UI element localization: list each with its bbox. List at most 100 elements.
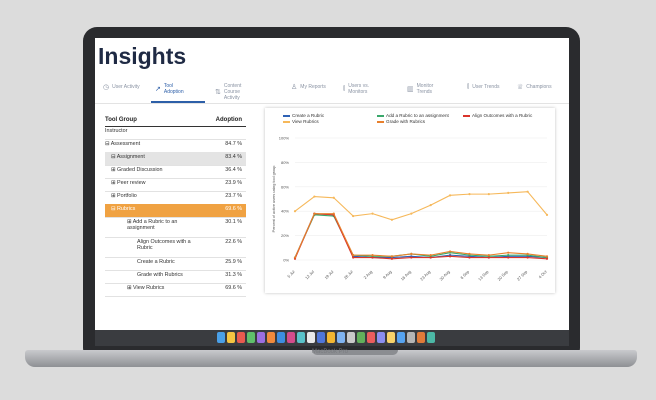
chart-card: Create a Rubric Add a Rubric to an assig…	[265, 108, 555, 293]
data-point[interactable]	[429, 256, 432, 259]
table-row[interactable]: ⊞ View Rubrics 69.6 %	[105, 283, 246, 297]
legend-item: Create a Rubric	[283, 113, 324, 118]
dock-app-icon[interactable]	[307, 332, 315, 343]
header-adoption: Adoption	[215, 117, 242, 123]
tab-user-activity[interactable]: ◷ User Activity	[103, 84, 140, 91]
tab-content-course-activity[interactable]: ⇅ Content Course Activity	[215, 83, 242, 101]
data-point[interactable]	[468, 252, 471, 255]
data-point[interactable]	[429, 204, 432, 207]
table-row[interactable]: ⊞ Add a Rubric to an assignment 30.1 %	[105, 217, 246, 238]
table-row[interactable]: Grade with Rubrics 31.3 %	[105, 270, 246, 284]
x-tick-label: 2 Aug	[362, 269, 373, 280]
dock-app-icon[interactable]	[257, 332, 265, 343]
data-point[interactable]	[371, 254, 374, 257]
dock-app-icon[interactable]	[387, 332, 395, 343]
data-point[interactable]	[545, 255, 549, 258]
data-point[interactable]	[507, 251, 510, 254]
data-point[interactable]	[313, 195, 316, 198]
data-point[interactable]	[410, 212, 413, 215]
dock-app-icon[interactable]	[417, 332, 425, 343]
data-point[interactable]	[526, 190, 529, 193]
data-point[interactable]	[410, 256, 413, 259]
data-point[interactable]	[507, 254, 510, 257]
data-point[interactable]	[390, 218, 394, 221]
legend-item: Align Outcomes with a Rubric	[463, 113, 532, 118]
data-point[interactable]	[448, 255, 452, 258]
tab-tool-adoption[interactable]: ↗ Tool Adoption	[155, 83, 184, 95]
row-tool-name: ⊞ View Rubrics	[127, 285, 165, 291]
badge-icon: ♕	[517, 84, 524, 91]
data-point[interactable]	[507, 256, 510, 259]
row-tool-name: ⊞ Graded Discussion	[111, 167, 163, 173]
row-tool-name: ⊟ Rubrics	[111, 206, 136, 212]
legend-swatch	[283, 120, 290, 123]
data-point[interactable]	[352, 254, 355, 257]
tab-my-reports[interactable]: ♙ My Reports	[291, 84, 326, 91]
table-row[interactable]: ⊟ Assessment 84.7 %	[105, 139, 246, 153]
dock-app-icon[interactable]	[267, 332, 275, 343]
dock-app-icon[interactable]	[217, 332, 225, 343]
data-point[interactable]	[293, 256, 297, 259]
dock-app-icon[interactable]	[407, 332, 415, 343]
data-point[interactable]	[448, 194, 452, 197]
data-point[interactable]	[507, 191, 510, 194]
dock-app-icon[interactable]	[277, 332, 285, 343]
dock-app-icon[interactable]	[247, 332, 255, 343]
dock-app-icon[interactable]	[227, 332, 235, 343]
row-adoption-value: 22.6 %	[225, 239, 242, 245]
table-row[interactable]: ⊞ Peer review 23.9 %	[105, 178, 246, 192]
dock-app-icon[interactable]	[287, 332, 295, 343]
data-point[interactable]	[487, 256, 490, 259]
dock-app-icon[interactable]	[237, 332, 245, 343]
dock-app-icon[interactable]	[367, 332, 375, 343]
tab-user-trends[interactable]: ⫾ User Trends	[467, 83, 500, 90]
data-point[interactable]	[545, 257, 549, 260]
data-point[interactable]	[390, 255, 394, 258]
data-point[interactable]	[526, 256, 529, 259]
dock-app-icon[interactable]	[377, 332, 385, 343]
tab-users-vs-monitors[interactable]: ⫾ Users vs. Monitors	[343, 83, 370, 95]
table-row[interactable]: ⊞ Portfolio 23.7 %	[105, 191, 246, 205]
dock-app-icon[interactable]	[357, 332, 365, 343]
table-row[interactable]: ⊟ Rubrics 69.6 %	[105, 204, 246, 218]
table-row[interactable]: Instructor	[105, 126, 246, 140]
data-point[interactable]	[371, 212, 374, 215]
dock-app-icon[interactable]	[297, 332, 305, 343]
row-tool-name: Instructor	[105, 128, 128, 134]
row-adoption-value: 36.4 %	[225, 167, 242, 173]
table-row[interactable]: ⊞ Graded Discussion 36.4 %	[105, 165, 246, 179]
dock-app-icon[interactable]	[347, 332, 355, 343]
tab-champions[interactable]: ♕ Champions	[517, 84, 552, 91]
x-tick-label: 9 Aug	[382, 269, 393, 280]
dock-app-icon[interactable]	[337, 332, 345, 343]
building-icon: ▥	[407, 86, 414, 93]
data-point[interactable]	[352, 256, 355, 259]
legend-item: View Rubrics	[283, 119, 319, 124]
data-point[interactable]	[371, 256, 374, 259]
data-point[interactable]	[429, 254, 432, 257]
data-point[interactable]	[313, 212, 316, 215]
data-point[interactable]	[487, 193, 490, 196]
dock-app-icon[interactable]	[397, 332, 405, 343]
data-point[interactable]	[332, 196, 335, 199]
dock-app-icon[interactable]	[327, 332, 335, 343]
table-row[interactable]: ⊟ Assignment 83.4 %	[105, 152, 246, 166]
table-row[interactable]: Create a Rubric 25.9 %	[105, 257, 246, 271]
data-point[interactable]	[468, 256, 471, 259]
data-point[interactable]	[352, 214, 355, 218]
data-point[interactable]	[448, 250, 452, 253]
dock-app-icon[interactable]	[317, 332, 325, 343]
data-point[interactable]	[545, 213, 549, 216]
data-point[interactable]	[468, 193, 471, 196]
data-point[interactable]	[487, 254, 490, 257]
data-point[interactable]	[410, 252, 413, 255]
dock-app-icon[interactable]	[427, 332, 435, 343]
person-icon: ♙	[291, 84, 298, 91]
data-point[interactable]	[332, 212, 335, 215]
data-point[interactable]	[293, 210, 297, 213]
data-point[interactable]	[390, 257, 394, 260]
data-point[interactable]	[526, 252, 529, 255]
tab-monitor-trends[interactable]: ▥ Monitor Trends	[407, 83, 434, 95]
table-row[interactable]: Align Outcomes with a Rubric 22.6 %	[105, 237, 246, 258]
wrench-icon: ↗	[155, 86, 161, 93]
